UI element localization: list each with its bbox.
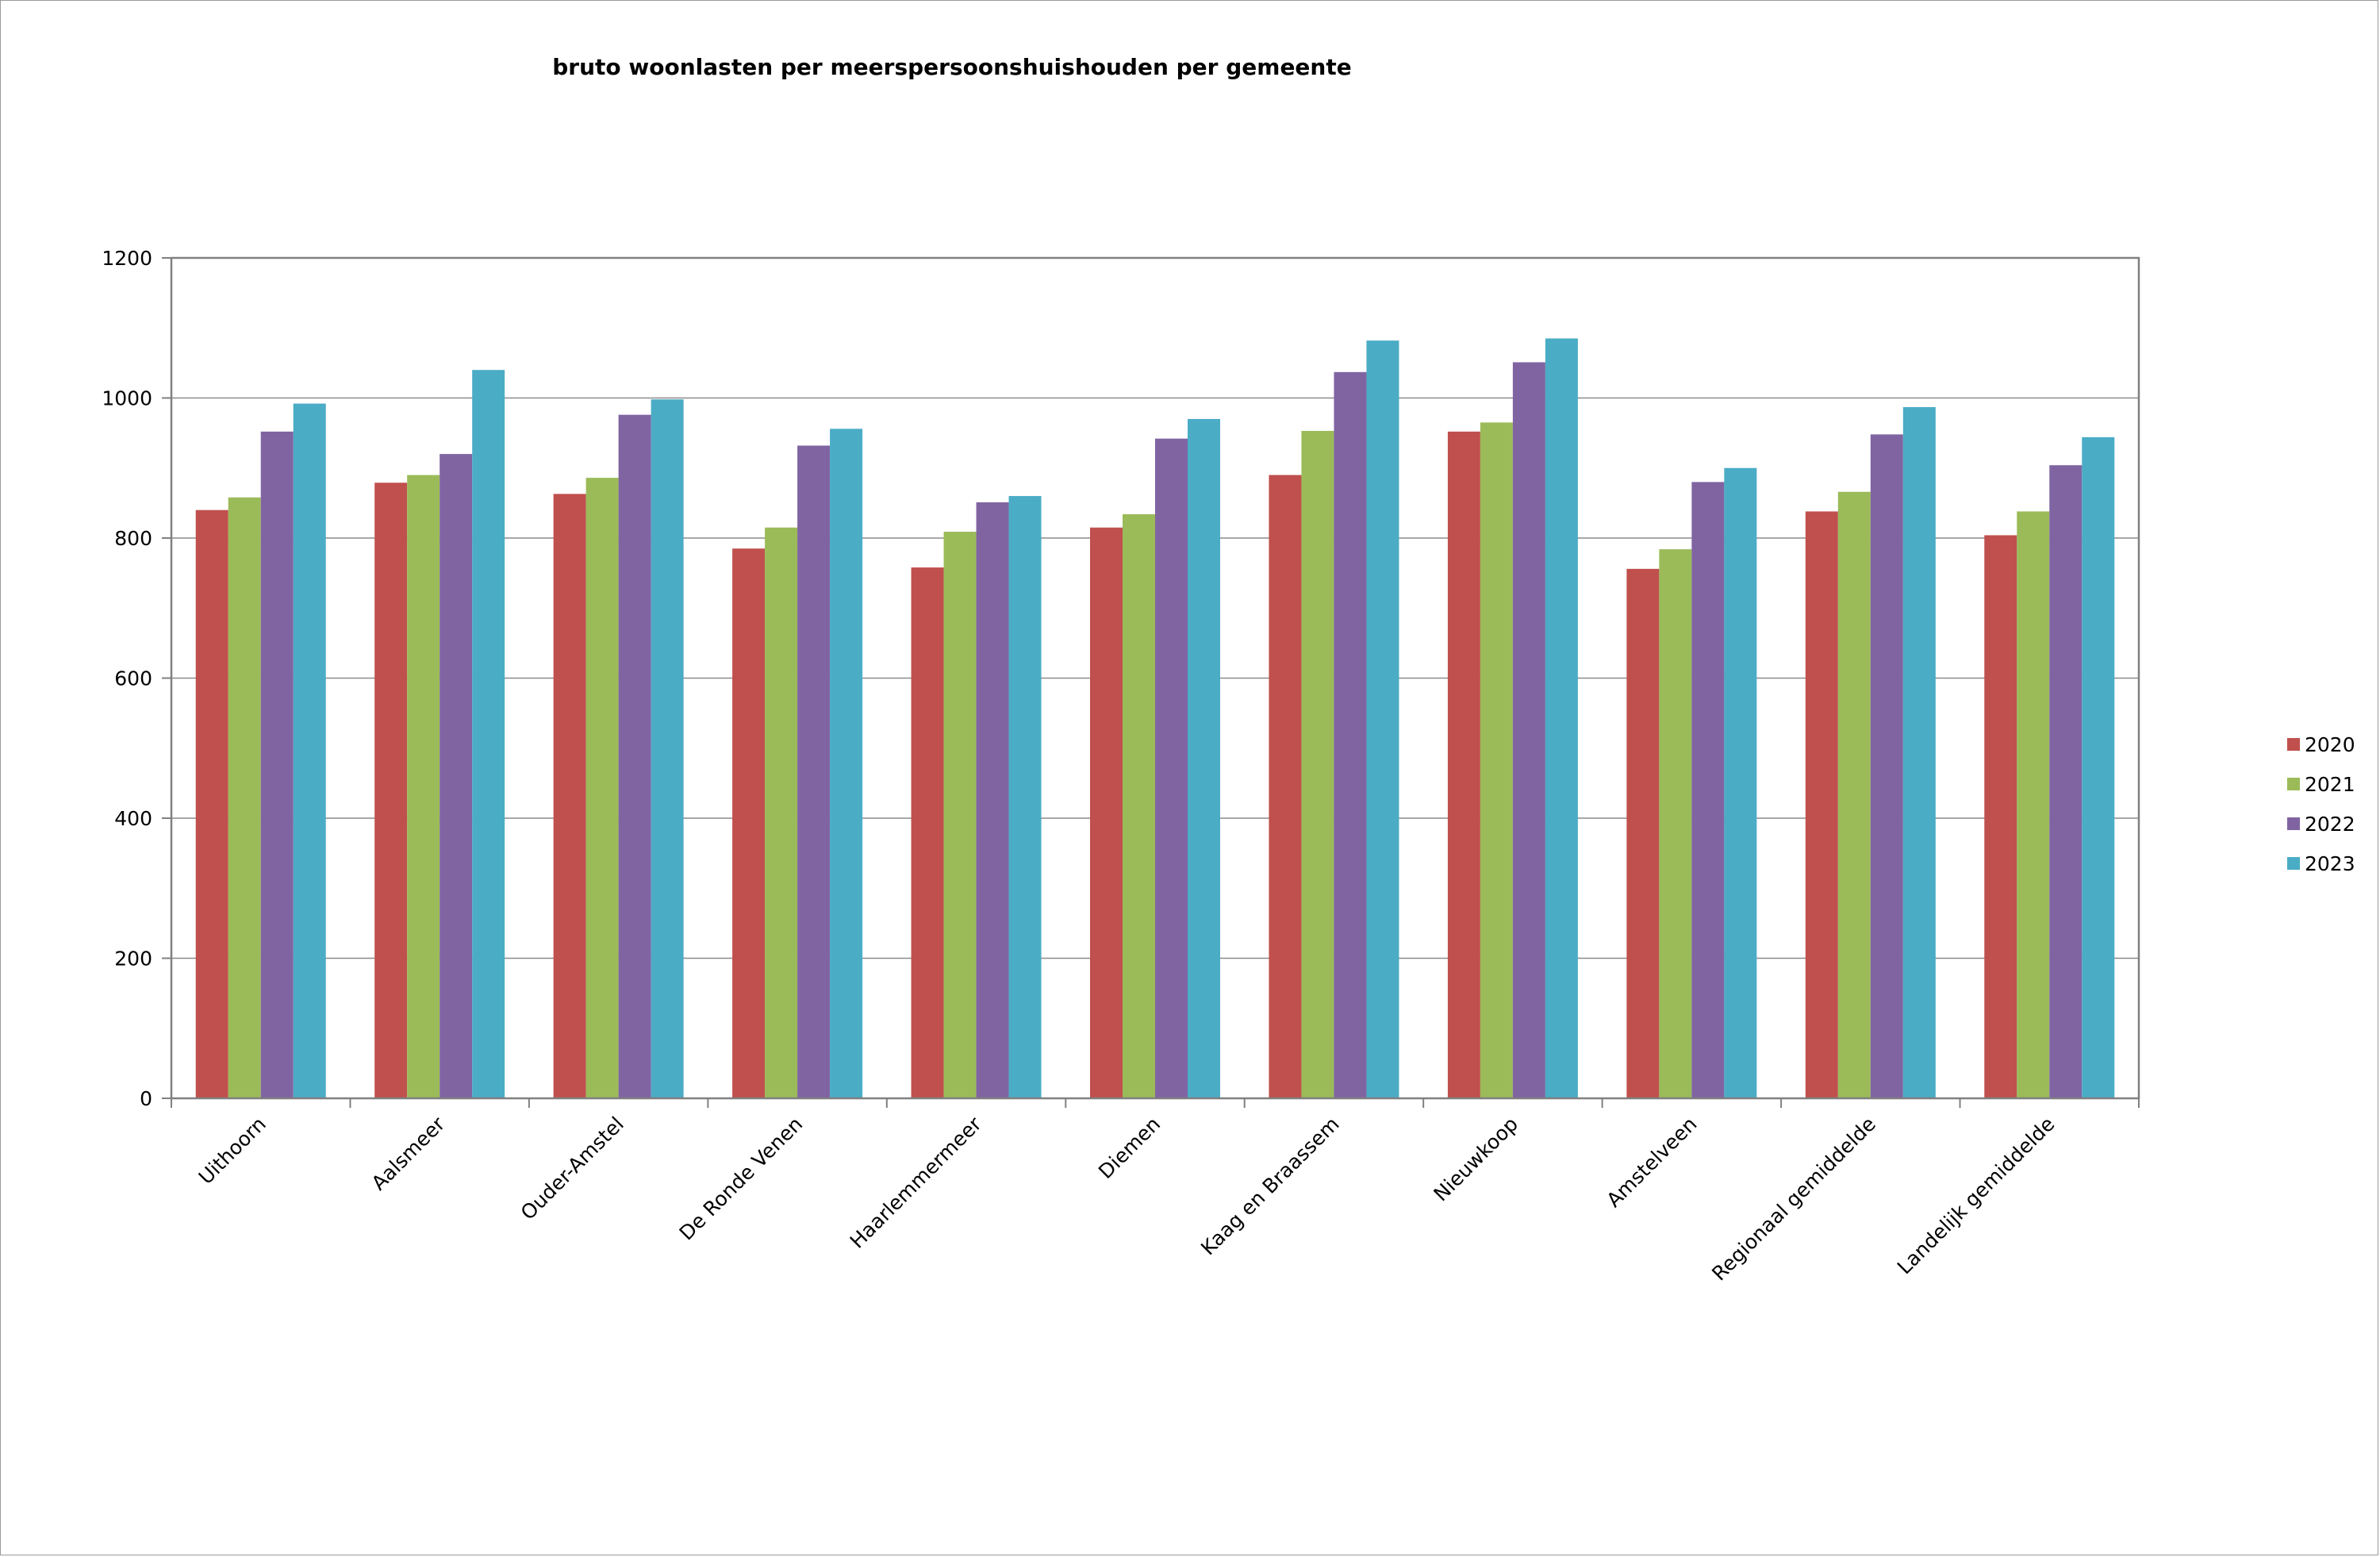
bar-2023 <box>1902 406 1936 1098</box>
bar-2021 <box>765 527 798 1098</box>
x-category-label: Kaag en Braassem <box>1196 1113 1344 1260</box>
bar-2022 <box>618 414 651 1098</box>
bar-2023 <box>1366 340 1399 1098</box>
legend-swatch <box>2287 817 2300 830</box>
bar-2021 <box>407 475 440 1098</box>
bar-2021 <box>943 532 977 1098</box>
bar-2021 <box>1480 422 1513 1098</box>
bar-2020 <box>911 567 944 1098</box>
y-tick-label: 1200 <box>102 247 152 270</box>
x-category-label: Aalsmeer <box>367 1112 450 1194</box>
bar-2023 <box>1545 338 1578 1098</box>
bar-2022 <box>1334 371 1367 1098</box>
bar-2020 <box>1269 475 1302 1098</box>
x-category-label: Diemen <box>1094 1113 1165 1183</box>
bar-2022 <box>1512 362 1545 1098</box>
x-category-label: Landelijk gemiddelde <box>1893 1113 2059 1279</box>
y-tick-label: 0 <box>140 1087 152 1110</box>
bars <box>195 338 2115 1098</box>
legend-label: 2020 <box>2305 733 2355 756</box>
y-tick-label: 400 <box>114 807 152 830</box>
x-category-label: Uithoorn <box>194 1113 271 1189</box>
bar-2021 <box>1123 513 1155 1098</box>
y-tick-label: 200 <box>114 948 152 971</box>
y-tick-label: 600 <box>114 667 152 690</box>
bar-2020 <box>374 482 408 1098</box>
x-category-label: Haarlemmermeer <box>846 1112 987 1253</box>
bar-2023 <box>651 399 684 1098</box>
x-category-label: Nieuwkoop <box>1430 1113 1523 1206</box>
bar-2023 <box>1188 418 1220 1098</box>
y-tick-label: 800 <box>114 527 152 550</box>
bar-2020 <box>1447 431 1480 1098</box>
bar-2021 <box>1659 549 1692 1098</box>
bar-2021 <box>2017 511 2050 1098</box>
bar-2021 <box>1837 491 1871 1098</box>
plot-area-border <box>170 256 2140 1100</box>
bar-2022 <box>2049 465 2082 1098</box>
legend: 2020 2021 2022 2023 <box>2287 733 2355 875</box>
legend-label: 2022 <box>2305 813 2355 836</box>
bar-2022 <box>1691 482 1725 1098</box>
bar-2022 <box>1155 438 1188 1098</box>
x-category-label: Amstelveen <box>1602 1113 1701 1212</box>
legend-label: 2021 <box>2305 773 2355 796</box>
legend-swatch <box>2287 738 2300 751</box>
bar-2022 <box>797 445 831 1098</box>
bar-2020 <box>1805 511 1838 1098</box>
bar-2023 <box>830 429 863 1098</box>
bar-2020 <box>195 509 228 1098</box>
bar-2020 <box>1626 568 1660 1098</box>
bar-2020 <box>1090 527 1123 1098</box>
bar-2022 <box>440 454 473 1098</box>
bar-2021 <box>228 497 261 1098</box>
legend-swatch <box>2287 857 2300 870</box>
legend-swatch <box>2287 778 2300 790</box>
bar-2022 <box>260 431 294 1098</box>
bar-2021 <box>1301 430 1334 1098</box>
bar-2020 <box>732 548 766 1098</box>
bar-2023 <box>1008 496 1042 1098</box>
bar-2020 <box>1984 535 2017 1098</box>
bar-2023 <box>472 370 505 1098</box>
bar-2022 <box>1870 434 1903 1098</box>
bar-2023 <box>293 403 326 1098</box>
x-category-label: Regionaal gemiddelde <box>1707 1113 1880 1286</box>
bar-2022 <box>976 502 1009 1098</box>
bar-2021 <box>585 478 619 1098</box>
bar-2023 <box>2082 436 2115 1098</box>
bar-2020 <box>553 494 586 1098</box>
x-category-label: Ouder-Amstel <box>516 1113 628 1224</box>
chart-title: bruto woonlasten per meerspersoonshuisho… <box>552 54 1352 80</box>
bar-2023 <box>1724 467 1757 1098</box>
y-tick-label: 1000 <box>102 387 152 410</box>
legend-label: 2023 <box>2305 852 2355 875</box>
x-category-label: De Ronde Venen <box>675 1113 808 1245</box>
